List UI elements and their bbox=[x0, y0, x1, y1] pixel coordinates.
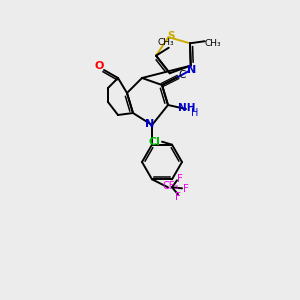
Text: Cl: Cl bbox=[148, 137, 160, 147]
Text: N: N bbox=[188, 65, 196, 75]
Text: NH: NH bbox=[178, 103, 196, 113]
Text: O: O bbox=[94, 61, 104, 71]
Text: F: F bbox=[175, 192, 181, 202]
Text: H: H bbox=[191, 108, 199, 118]
Text: CF₃: CF₃ bbox=[163, 181, 179, 191]
Text: S: S bbox=[167, 31, 174, 41]
Text: N: N bbox=[146, 119, 154, 129]
Text: CH₃: CH₃ bbox=[158, 38, 174, 47]
Text: F: F bbox=[183, 184, 189, 194]
Text: CH₃: CH₃ bbox=[205, 39, 221, 48]
Text: F: F bbox=[177, 174, 183, 184]
Text: C: C bbox=[178, 70, 186, 80]
